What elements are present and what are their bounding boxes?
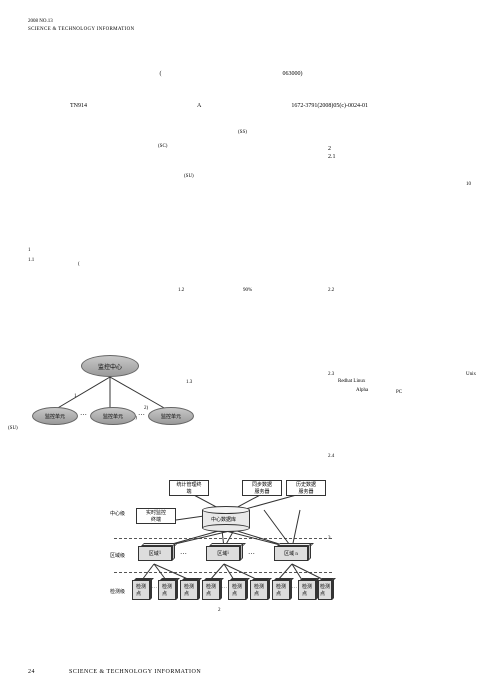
sec-2-4: 2.4 xyxy=(328,453,334,461)
abbr-ss: (SS) xyxy=(238,129,247,137)
fig2-probe-dots-1: ··· xyxy=(152,586,157,591)
fig2-region-dots-1: ··· xyxy=(180,550,187,558)
fig2-probe-9: 检测 点 xyxy=(318,580,332,602)
alpha: Alpha xyxy=(356,387,368,395)
fig1-dots-1: ··· xyxy=(80,411,87,419)
zipcode: 063000) xyxy=(283,70,303,80)
fig2-region-1: 区域 1 xyxy=(138,546,172,564)
redhat-linux: Redhat Linux xyxy=(338,378,365,386)
fig2-db-label: 中心数据库 xyxy=(211,516,236,523)
paren-open: ( xyxy=(78,261,80,269)
pc: PC xyxy=(396,389,402,397)
fig2-box-hist: 历史数据 服务器 xyxy=(286,480,326,496)
fig2-region-n: 区域 n xyxy=(274,546,308,564)
num-10: 10 xyxy=(466,181,471,189)
sec-2-3: 2.3 xyxy=(328,371,334,379)
fig2-hist-label: 历史数据 服务器 xyxy=(296,481,316,495)
fig2-cylinder-db: 中心数据库 xyxy=(202,506,250,532)
fig2-probe-5: 检测 点 xyxy=(228,580,246,602)
abbr-su-2: (SU) xyxy=(8,425,18,433)
fig1-unit1-label: 监控单元 xyxy=(45,413,65,420)
footer-journal: SCIENCE & TECHNOLOGY INFORMATION xyxy=(69,669,201,675)
pct-90: 90% xyxy=(243,287,252,295)
fig2-probe-dots-2: ··· xyxy=(222,586,227,591)
body-area: (SS) (SC) (SU) 2 2.1 10 1 1.1 ( 1.2 90% … xyxy=(28,111,476,541)
sec-1: 1 xyxy=(28,247,31,255)
affil-paren: ( xyxy=(160,70,162,80)
fig2-region-dots-2: ··· xyxy=(248,550,255,558)
fig2-regioni-label: 区域 xyxy=(217,550,227,557)
classification-row: TN914 A 1672-3791(2008)05(c)-0024-01 xyxy=(28,102,476,112)
fig1-node-unit-1: 监控单元 xyxy=(32,407,78,425)
fig1-node-unit-2: 监控单元 xyxy=(90,407,136,425)
abbr-su: (SU) xyxy=(184,173,194,181)
figure-1: 监控中心 监控单元 ··· 监控单元 ··· 监控单元 xyxy=(36,355,186,433)
sec-2-1: 2.1 xyxy=(328,153,336,163)
fig1-dots-2: ··· xyxy=(138,411,145,419)
running-header: 2008 NO.13 SCIENCE & TECHNOLOGY INFORMAT… xyxy=(28,18,476,34)
fig2-probe-3: 检测 点 xyxy=(180,580,198,602)
page: 2008 NO.13 SCIENCE & TECHNOLOGY INFORMAT… xyxy=(0,0,504,551)
clc-code: TN914 xyxy=(70,102,87,112)
sec-1-3: 1.3 xyxy=(186,379,192,387)
sec-2-2: 2.2 xyxy=(328,287,334,295)
affiliation-row: ( 063000) xyxy=(28,70,476,80)
fig1-unit2-label: 监控单元 xyxy=(103,413,123,420)
header-journal: SCIENCE & TECHNOLOGY INFORMATION xyxy=(28,26,476,34)
fig2-caption-num: 2 xyxy=(218,608,221,613)
fig1-node-unit-3: 监控单元 xyxy=(148,407,194,425)
fig2-probe-4: 检测 点 xyxy=(202,580,220,602)
fig2-probe-6: 检测 点 xyxy=(250,580,268,602)
unix: Unix xyxy=(466,371,476,379)
page-footer: 24 SCIENCE & TECHNOLOGY INFORMATION xyxy=(28,669,201,675)
fig1-unit3-label: 监控单元 xyxy=(161,413,181,420)
fig2-probe-dots-3: ··· xyxy=(292,586,297,591)
abbr-sc: (SC) xyxy=(158,143,167,151)
fig2-probe-7: 检测 点 xyxy=(272,580,290,602)
fig2-rtmon-label: 实时监控 终端 xyxy=(146,509,166,523)
fig2-regionn-label: 区域 n xyxy=(284,550,298,557)
sec-1-2: 1.2 xyxy=(178,287,184,295)
fig2-probe-1: 检测 点 xyxy=(132,580,150,602)
fig2-box-sync: 同步数据 服务器 xyxy=(242,480,282,496)
fig2-region1-label: 区域 xyxy=(149,550,159,557)
fig2-probe-8: 检测 点 xyxy=(298,580,316,602)
fig2-sync-label: 同步数据 服务器 xyxy=(252,481,272,495)
article-number: 1672-3791(2008)05(c)-0024-01 xyxy=(291,102,368,112)
fig2-probe-2: 检测 点 xyxy=(158,580,176,602)
page-number: 24 xyxy=(28,669,35,675)
header-issue: 2008 NO.13 xyxy=(28,18,476,26)
fig2-stats-label: 统计管理终 端 xyxy=(176,481,201,495)
figure-2: 中心级 区域级 检测级 统计管理终 端 同步数据 服务器 历史数据 服务器 实时… xyxy=(114,480,332,616)
fig2-box-stats: 统计管理终 端 xyxy=(169,480,209,496)
fig2-region-i: 区域 i xyxy=(206,546,240,564)
fig2-box-rtmon: 实时监控 终端 xyxy=(136,508,176,524)
sec-1-1: 1.1 xyxy=(28,257,34,265)
